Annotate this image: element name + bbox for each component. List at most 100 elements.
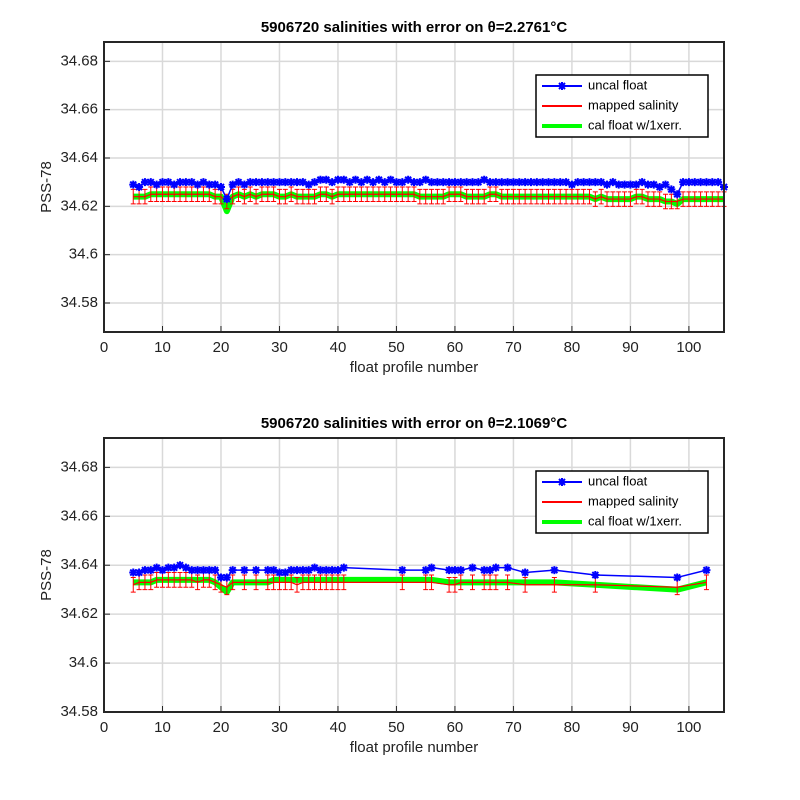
marker <box>486 178 495 187</box>
error-bar <box>241 188 247 205</box>
marker <box>135 568 144 577</box>
marker <box>234 178 243 187</box>
marker <box>304 180 313 189</box>
error-bar <box>312 574 318 591</box>
marker <box>427 178 436 187</box>
marker <box>702 566 711 575</box>
marker <box>135 183 144 191</box>
y-tick-label: 34.62 <box>60 605 98 622</box>
error-bar <box>236 186 242 202</box>
marker <box>140 178 149 187</box>
marker <box>298 566 307 575</box>
marker <box>474 178 483 187</box>
marker <box>216 183 225 191</box>
x-tick-label: 0 <box>100 719 108 736</box>
y-tick-label: 34.68 <box>60 458 98 475</box>
marker <box>316 175 325 184</box>
marker <box>240 180 249 189</box>
marker <box>374 175 383 184</box>
error-bar <box>142 574 148 591</box>
error-bar <box>668 193 674 210</box>
marker <box>222 573 231 582</box>
marker <box>275 568 284 577</box>
marker <box>199 178 208 187</box>
error-bar <box>487 574 493 591</box>
marker <box>176 178 185 187</box>
marker <box>673 573 682 582</box>
marker <box>456 178 465 187</box>
error-bar <box>651 191 657 207</box>
error-bar <box>598 188 604 205</box>
marker <box>211 566 220 575</box>
x-tick-label: 70 <box>505 719 522 736</box>
error-bar <box>212 574 218 591</box>
marker <box>638 178 647 187</box>
error-bar <box>230 574 236 591</box>
error-bar <box>581 188 587 205</box>
error-bar <box>294 576 300 593</box>
error-bar <box>417 188 423 205</box>
marker <box>322 566 331 575</box>
error-bar <box>329 574 335 591</box>
y-tick-label: 34.64 <box>60 149 98 166</box>
error-bar <box>177 572 183 588</box>
error-bar <box>165 572 171 588</box>
marker <box>591 178 600 187</box>
error-bar <box>253 574 259 591</box>
error-bar <box>627 191 633 207</box>
error-bar <box>195 574 201 591</box>
marker <box>468 178 477 187</box>
marker <box>357 178 366 187</box>
error-bar <box>639 188 645 205</box>
error-bar <box>604 191 610 207</box>
error-bar <box>329 188 335 205</box>
marker <box>550 566 559 575</box>
marker <box>263 178 272 187</box>
marker <box>614 180 623 189</box>
marker <box>538 178 547 187</box>
error-bar <box>429 188 435 205</box>
marker <box>515 178 524 187</box>
error-bar <box>317 574 323 591</box>
marker <box>146 178 155 187</box>
legend-marker <box>558 82 566 90</box>
marker <box>445 566 454 575</box>
error-bar <box>276 188 282 205</box>
error-bar <box>510 188 516 205</box>
error-bar <box>540 188 546 205</box>
chart-title: 5906720 salinities with error on θ=2.106… <box>261 415 568 432</box>
error-bar <box>335 574 341 591</box>
error-bar <box>452 186 458 202</box>
axes-box <box>103 41 725 333</box>
error-bar <box>709 191 715 207</box>
y-axis-label: PSS-78 <box>38 161 55 213</box>
error-bar <box>622 191 628 207</box>
error-bar <box>300 574 306 591</box>
error-bar <box>271 574 277 591</box>
error-bar <box>493 186 499 202</box>
x-axis-label: float profile number <box>350 739 478 756</box>
error-bar <box>505 188 511 205</box>
x-tick-label: 70 <box>505 339 522 356</box>
marker <box>526 178 535 187</box>
error-bar <box>481 574 487 591</box>
x-tick-label: 80 <box>564 339 581 356</box>
error-bar <box>212 188 218 205</box>
marker <box>339 175 348 184</box>
error-bar <box>663 193 669 210</box>
marker <box>187 566 196 575</box>
legend-label: mapped salinity <box>588 97 679 112</box>
error-bar <box>405 186 411 202</box>
marker <box>398 566 407 575</box>
marker <box>316 566 325 575</box>
marker <box>421 566 430 575</box>
marker <box>328 178 337 187</box>
x-tick-label: 10 <box>154 719 171 736</box>
series-line <box>133 193 724 203</box>
marker <box>164 563 173 572</box>
error-bar <box>464 188 470 205</box>
y-tick-label: 34.58 <box>60 703 98 720</box>
error-bar <box>446 186 452 202</box>
marker <box>263 566 272 575</box>
error-bar <box>534 188 540 205</box>
